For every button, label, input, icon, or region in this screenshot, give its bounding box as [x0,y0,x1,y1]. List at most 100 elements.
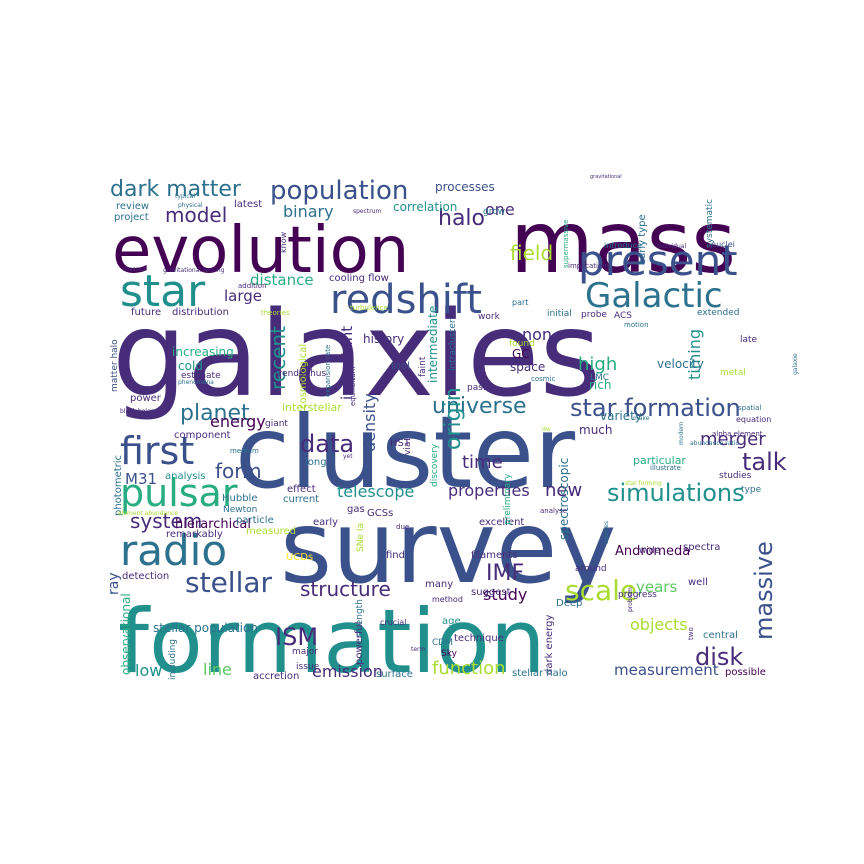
word-element-abundance: element abundance [118,510,178,517]
word-cdm: CDM [432,638,453,648]
word-observational: observational [119,593,133,675]
word-distance: distance [250,271,314,289]
word-planet: planet [180,401,250,426]
word-dark-energy: dark energy [544,615,555,675]
word-halo: halo [438,206,485,231]
word-years: years [636,578,677,596]
word-hubble: Hubble [222,493,257,504]
word-non: non [522,325,552,344]
word-binary: binary [283,202,334,221]
word-excellent: excellent [479,517,524,528]
word-new: new [545,480,582,501]
word-black-holes: black holes [120,408,154,415]
word-turbulence: turbulence [350,304,388,312]
word-present: present [578,236,738,285]
word-around: around [575,564,607,574]
word-implications: implications [568,262,611,270]
word-intracluster: intracluster [448,319,458,371]
word-imf: IMF [486,561,524,586]
word-acs: ACS [614,311,632,321]
word-accretion: accretion [253,671,299,682]
word-trends-thus: trends thus [275,369,326,379]
word-star-formation: star formation [570,394,741,422]
word-expansion-rate: expansion rate [324,345,332,397]
word-energy: energy [210,412,266,431]
word-wide: wide [639,546,661,556]
word-probe: probe [581,310,607,320]
word-ism: ISM [275,623,318,651]
word-rich: rich [589,378,611,392]
word-metal: metal [720,368,746,378]
word-current: current [283,494,319,505]
word-addition: addition [238,282,267,290]
word-data: data [300,430,354,458]
word-deep: Deep [556,598,582,609]
word-density: density [360,393,379,452]
word-giant: giant [265,419,288,429]
word-one: one [485,200,515,219]
word-particle: particle [236,515,274,526]
word-structure: structure [300,577,391,601]
word-cooling-flow: cooling flow [329,273,389,284]
word-early: early [313,517,338,528]
word-cosmological: cosmological [298,344,309,409]
word-survey: survey [280,489,616,606]
word-stellar: stellar [185,566,273,599]
word-origin: origin [441,387,466,450]
word-systematic: systematic [705,199,715,248]
word-emission: emission [312,662,383,681]
word-newton: Newton [223,505,257,515]
word-crucial: crucial [380,618,407,627]
word-simulations: simulations [607,479,745,507]
word-phenomena: phenomena [178,379,214,386]
word-low: low [135,661,162,680]
word-population: population [270,176,408,206]
word-due: due [396,523,409,531]
word-early-type: early type [637,214,648,265]
word-hierarchical: hierarchical [175,517,251,532]
word-galaxie: galaxie [792,353,799,375]
word-space: space [510,360,545,374]
word-found: found [509,339,535,349]
word-project: project [114,212,149,223]
word-matter-halo: matter halo [110,339,120,392]
word-disk: disk [695,643,743,671]
word-type: type [741,485,762,495]
word-grow: grow [483,207,505,217]
word-detection: detection [122,571,169,582]
word-analysis: analysis [165,471,206,482]
word-powerful: powerful [354,621,365,665]
word-galactic: Galactic [585,276,723,316]
word-part: part [512,298,528,307]
word-andromeda: Andromeda [615,544,690,559]
word-important: important [338,326,356,400]
word-m31: M31 [125,470,157,488]
word-via: via [403,442,413,455]
word-lmc: LMC [590,373,609,383]
word-distribution: distribution [172,307,229,318]
word-recent: recent [266,326,290,390]
word-initial: initial [547,309,572,319]
word-abundance-ratio: abundance ratio [690,440,739,447]
word-intermediate: intermediate [426,306,440,383]
word-two: two [687,627,695,640]
word-preliminary: preliminary [503,473,513,525]
word-universe: universe [432,394,527,419]
word-redshift: redshift [330,277,482,323]
word-suggest: suggest [471,587,511,598]
word-gas: gas [347,504,365,515]
word-supermassive: supermassive [562,220,570,268]
word-theories: theories [261,309,290,317]
word-faint: faint [418,356,428,377]
word-spatial: spatial [738,404,761,412]
word-system: system [130,509,202,533]
word-sky: Sky [441,649,458,659]
word-radio: radio [120,526,227,575]
word-spectra: spectra [683,542,720,553]
word-central: central [703,630,738,641]
word-function: function [432,658,506,679]
word-sne-ia: SNe Ia [356,523,366,552]
word-masses: masses [123,266,146,273]
word-dw: dw [542,426,551,433]
word-past: past [467,383,487,393]
